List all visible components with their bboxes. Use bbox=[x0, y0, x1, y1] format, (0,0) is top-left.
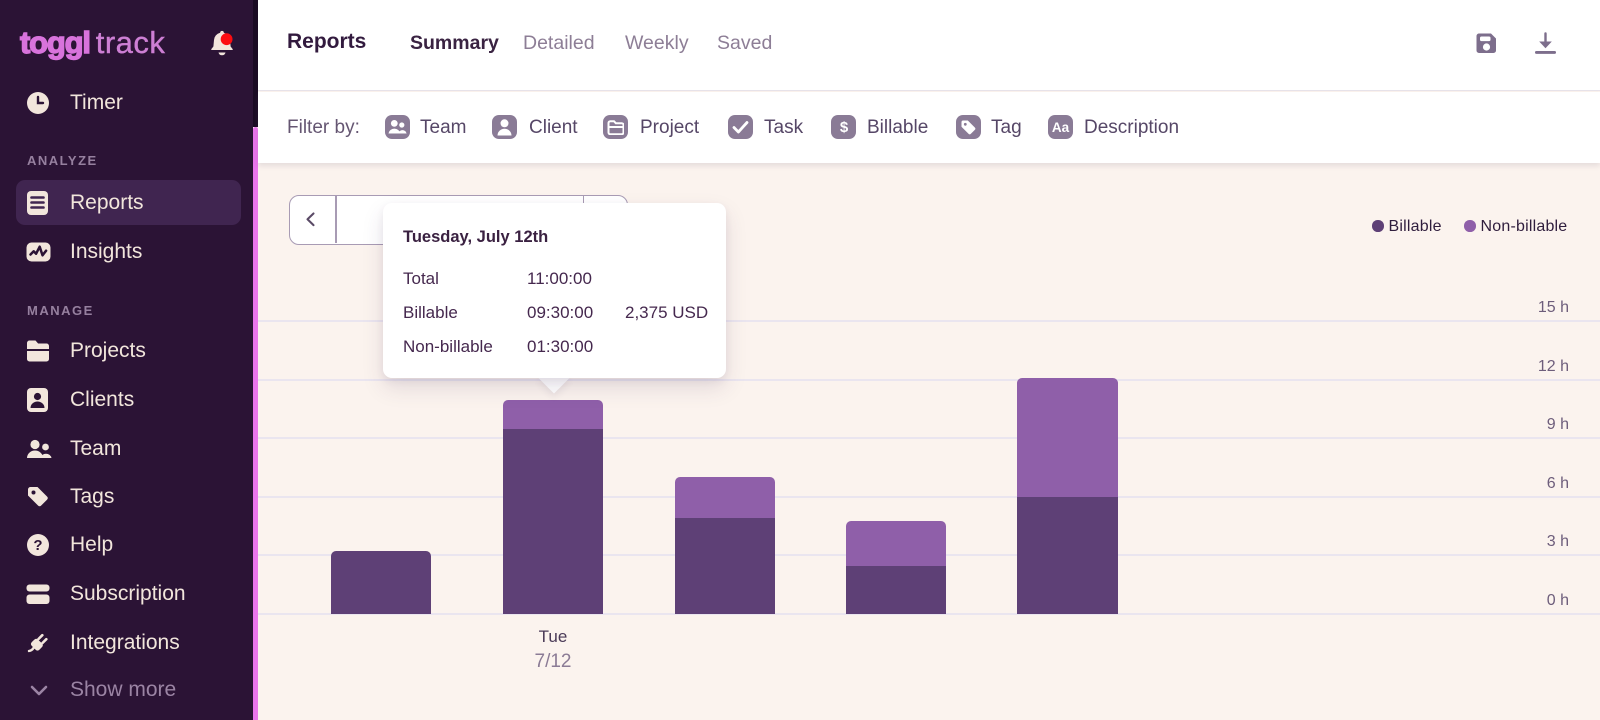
svg-text:?: ? bbox=[33, 537, 42, 554]
svg-text:$: $ bbox=[839, 119, 848, 136]
svg-text:Aa: Aa bbox=[1052, 120, 1070, 135]
